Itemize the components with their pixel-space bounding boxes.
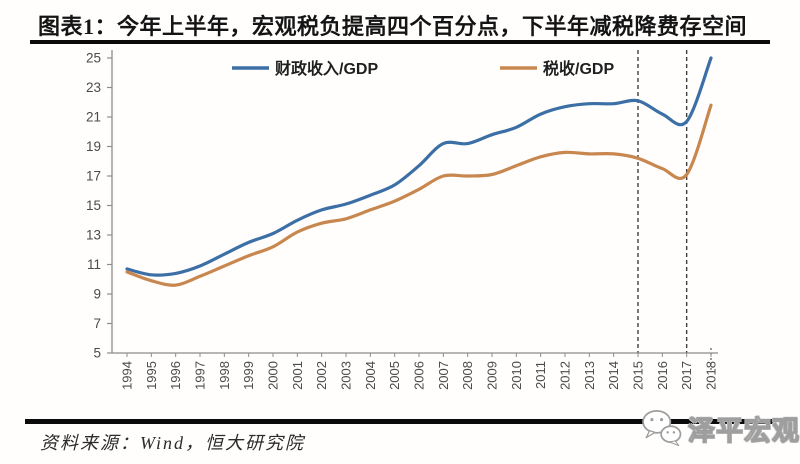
x-tick-label: 1997: [192, 361, 207, 390]
zeping-macro-logo: 泽平宏观: [640, 398, 800, 458]
series-line-0: [125, 56, 713, 277]
y-tick-label: 21: [86, 110, 101, 125]
x-tick-label: 1995: [144, 361, 159, 390]
x-tick-label: 2016: [655, 361, 670, 390]
x-tick-label: 1999: [241, 361, 256, 390]
x-tick-label: 2004: [363, 361, 378, 390]
y-tick-label: 7: [93, 316, 101, 331]
legend-label-0: 财政收入/GDP: [274, 59, 378, 78]
x-tick-label: 2008: [460, 361, 475, 390]
y-axis: 5 7 9 11 13 15 17 19 21 23 25: [86, 50, 113, 361]
x-tick-label: 2000: [265, 361, 280, 390]
x-tick-label: 1994: [120, 361, 135, 390]
legend-label-1: 税收/GDP: [543, 59, 614, 78]
x-tick-label: 2009: [484, 361, 499, 390]
y-tick-label: 5: [93, 346, 101, 361]
y-tick-label: 11: [87, 257, 101, 272]
footer-divider: [25, 419, 775, 424]
x-tick-label: 2007: [436, 361, 451, 390]
x-tick-label: 2013: [582, 361, 597, 390]
x-tick-label: 2002: [314, 361, 329, 390]
legend: 财政收入/GDP 税收/GDP: [232, 59, 614, 78]
y-tick-label: 15: [86, 198, 101, 213]
x-tick-label: 2003: [338, 361, 353, 390]
source-note: 资料来源：Wind，恒大研究院: [40, 433, 306, 453]
logo-text: 泽平宏观: [687, 415, 800, 446]
x-axis: 1994 1995 1996 1997 1998 1999 2000 2001 2002 2003…: [112, 352, 718, 390]
title-divider: [30, 40, 770, 44]
x-tick-label: 2015: [630, 361, 645, 390]
x-tick-label: 2018: [703, 361, 718, 390]
x-tick-label: 2014: [606, 361, 621, 390]
x-tick-label: 2010: [509, 361, 524, 390]
y-tick-label: 19: [86, 139, 101, 154]
chart-title: 图表1：今年上半年，宏观税负提高四个百分点，下半年减税降费存空间: [38, 14, 748, 39]
wechat-icon: [642, 409, 682, 447]
x-tick-label: 2001: [290, 361, 305, 390]
x-tick-label: 2017: [679, 361, 694, 390]
x-tick-label: 1996: [168, 361, 183, 390]
annotations: [637, 50, 712, 373]
x-tick-label: 2005: [387, 361, 402, 390]
y-tick-label: 13: [86, 228, 101, 243]
y-tick-label: 9: [93, 287, 101, 302]
series-line-1: [125, 103, 713, 287]
y-tick-label: 23: [86, 80, 101, 95]
x-tick-label: 2012: [557, 361, 572, 390]
y-tick-label: 25: [86, 51, 101, 66]
x-tick-label: 2011: [533, 361, 548, 389]
x-tick-label: 1998: [217, 361, 232, 390]
x-tick-label: 2006: [411, 361, 426, 390]
plot-series: [125, 56, 713, 287]
y-tick-label: 17: [86, 169, 101, 184]
